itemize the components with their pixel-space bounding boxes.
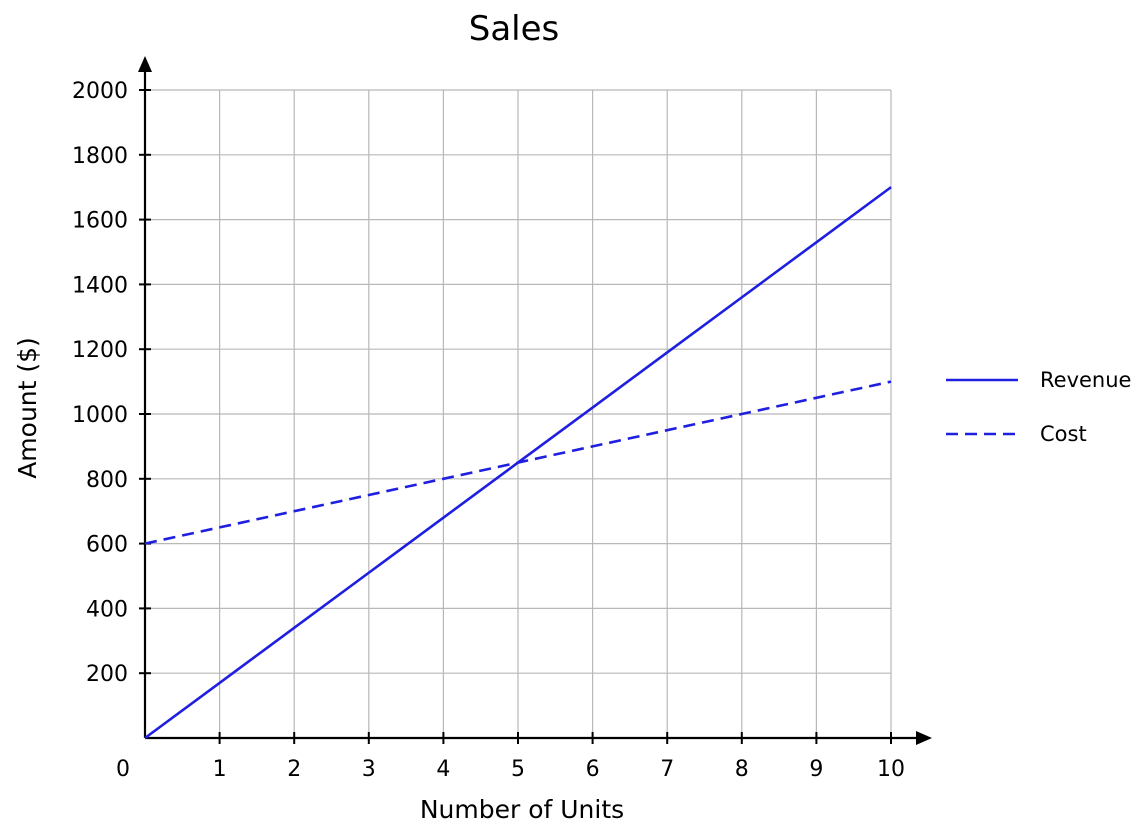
chart-title: Sales [469,9,560,49]
x-tick-label: 3 [362,757,376,782]
y-tick-label: 1400 [72,273,128,298]
x-axis-label: Number of Units [420,795,624,824]
y-tick-label: 800 [86,468,128,493]
y-axis-arrow-icon [138,56,152,72]
x-tick-label: 8 [735,757,749,782]
y-tick-label: 600 [86,533,128,558]
legend-label-revenue: Revenue [1040,368,1131,392]
x-tick-label: 2 [287,757,301,782]
legend-label-cost: Cost [1040,422,1087,446]
y-tick-label: 1000 [72,403,128,428]
y-tick-label: 400 [86,597,128,622]
x-tick-label: 5 [511,757,525,782]
y-tick-label: 1600 [72,209,128,234]
tick-labels: 0 1 2 3 4 5 6 7 8 9 10 200 400 600 800 1000 1200 1400 1600… [72,79,905,782]
y-tick-label: 2000 [72,79,128,104]
y-tick-label: 200 [86,662,128,687]
x-tick-label: 4 [436,757,450,782]
x-tick-label: 6 [586,757,600,782]
x-tick-label: 9 [809,757,823,782]
x-axis-arrow-icon [916,731,932,745]
series-lines [144,186,892,740]
grid [145,89,892,738]
x-tick-label: 0 [116,757,130,782]
y-tick-label: 1200 [72,338,128,363]
series-line-cost [144,380,892,545]
axes [138,56,932,745]
x-tick-label: 7 [660,757,674,782]
y-tick-label: 1800 [72,144,128,169]
legend: Revenue Cost [946,368,1131,446]
x-tick-label: 10 [877,757,905,782]
y-axis-label: Amount ($) [13,337,42,479]
x-tick-label: 1 [213,757,227,782]
